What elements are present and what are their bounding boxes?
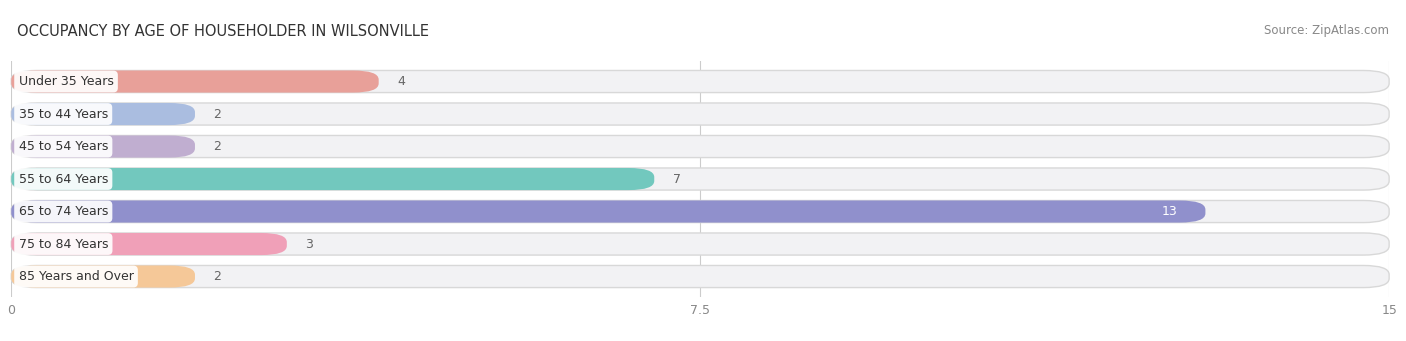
- Text: OCCUPANCY BY AGE OF HOUSEHOLDER IN WILSONVILLE: OCCUPANCY BY AGE OF HOUSEHOLDER IN WILSO…: [17, 24, 429, 39]
- Text: 45 to 54 Years: 45 to 54 Years: [18, 140, 108, 153]
- FancyBboxPatch shape: [11, 266, 1389, 287]
- Text: 4: 4: [396, 75, 405, 88]
- Text: 3: 3: [305, 238, 314, 251]
- FancyBboxPatch shape: [11, 71, 1389, 92]
- Text: 85 Years and Over: 85 Years and Over: [18, 270, 134, 283]
- Text: 7: 7: [672, 173, 681, 186]
- FancyBboxPatch shape: [11, 201, 1205, 223]
- FancyBboxPatch shape: [11, 233, 287, 255]
- Text: 35 to 44 Years: 35 to 44 Years: [18, 107, 108, 120]
- Text: Under 35 Years: Under 35 Years: [18, 75, 114, 88]
- Text: 75 to 84 Years: 75 to 84 Years: [18, 238, 108, 251]
- Text: 2: 2: [214, 270, 221, 283]
- FancyBboxPatch shape: [11, 135, 1389, 158]
- FancyBboxPatch shape: [11, 103, 195, 125]
- FancyBboxPatch shape: [11, 266, 195, 287]
- Text: 55 to 64 Years: 55 to 64 Years: [18, 173, 108, 186]
- Text: 2: 2: [214, 107, 221, 120]
- FancyBboxPatch shape: [11, 168, 1389, 190]
- FancyBboxPatch shape: [11, 103, 1389, 125]
- Text: 13: 13: [1163, 205, 1178, 218]
- Text: 2: 2: [214, 140, 221, 153]
- FancyBboxPatch shape: [11, 201, 1389, 223]
- FancyBboxPatch shape: [11, 168, 654, 190]
- Text: Source: ZipAtlas.com: Source: ZipAtlas.com: [1264, 24, 1389, 37]
- FancyBboxPatch shape: [11, 135, 195, 158]
- FancyBboxPatch shape: [11, 71, 378, 92]
- Text: 65 to 74 Years: 65 to 74 Years: [18, 205, 108, 218]
- FancyBboxPatch shape: [11, 233, 1389, 255]
